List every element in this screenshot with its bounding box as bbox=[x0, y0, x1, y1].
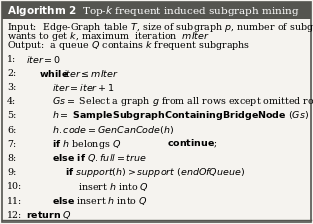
Text: 9:: 9: bbox=[7, 168, 16, 177]
Text: 1:: 1: bbox=[7, 54, 16, 63]
Text: $\mathbf{Algorithm\ 2}$  Top-$k$ frequent induced subgraph mining: $\mathbf{Algorithm\ 2}$ Top-$k$ frequent… bbox=[7, 4, 300, 17]
Text: insert $h$ into $Q$: insert $h$ into $Q$ bbox=[78, 181, 149, 193]
Text: 10:: 10: bbox=[7, 182, 22, 191]
Text: 12:: 12: bbox=[7, 211, 22, 220]
Text: $\mathbf{while}$: $\mathbf{while}$ bbox=[39, 68, 69, 79]
Text: $iter \leq mIter$: $iter \leq mIter$ bbox=[63, 68, 119, 79]
Text: 6:: 6: bbox=[7, 125, 16, 134]
Text: 8:: 8: bbox=[7, 154, 16, 163]
Text: $\mathbf{if}$ $h$ belongs $Q$: $\mathbf{if}$ $h$ belongs $Q$ bbox=[52, 138, 121, 151]
Text: $h =$ $\mathbf{SampleSubgraphContainingBridgeNode}$ $(Gs)$: $h =$ $\mathbf{SampleSubgraphContainingB… bbox=[52, 109, 309, 122]
Text: 7:: 7: bbox=[7, 140, 16, 149]
Text: 2:: 2: bbox=[7, 69, 16, 78]
Text: 11:: 11: bbox=[7, 196, 22, 205]
Text: 5:: 5: bbox=[7, 111, 16, 120]
Bar bbox=[2, 2, 311, 19]
Text: $iter = 0$: $iter = 0$ bbox=[26, 54, 61, 65]
Text: Output:  a queue $Q$ contains $k$ frequent subgraphs: Output: a queue $Q$ contains $k$ frequen… bbox=[7, 39, 250, 52]
Text: $\mathbf{continue}$;: $\mathbf{continue}$; bbox=[167, 138, 218, 150]
Text: $\mathbf{if}$ $support(h) > support$ $(endOfQueue)$: $\mathbf{if}$ $support(h) > support$ $(e… bbox=[65, 166, 245, 179]
Text: 3:: 3: bbox=[7, 83, 16, 92]
Text: $\mathbf{else}$ insert $h$ into $Q$: $\mathbf{else}$ insert $h$ into $Q$ bbox=[52, 195, 148, 207]
Text: Input:  Edge-Graph table $T$, size of subgraph $p$, number of subgraphs that use: Input: Edge-Graph table $T$, size of sub… bbox=[7, 21, 313, 34]
Text: $iter = iter + 1$: $iter = iter + 1$ bbox=[52, 82, 115, 93]
Text: $h.code = GenCanCode(h)$: $h.code = GenCanCode(h)$ bbox=[52, 124, 174, 136]
Text: wants to get $k$, maximum  iteration  $mIter$: wants to get $k$, maximum iteration $mIt… bbox=[7, 30, 210, 43]
Text: 4:: 4: bbox=[7, 97, 16, 106]
Text: $\mathbf{else\ if}$ $Q.full = true$: $\mathbf{else\ if}$ $Q.full = true$ bbox=[52, 152, 147, 164]
Text: $\mathbf{return}$ $Q$: $\mathbf{return}$ $Q$ bbox=[26, 209, 72, 221]
Text: $Gs =$ Select a graph $g$ from all rows except omitted rows: $Gs =$ Select a graph $g$ from all rows … bbox=[52, 95, 313, 108]
